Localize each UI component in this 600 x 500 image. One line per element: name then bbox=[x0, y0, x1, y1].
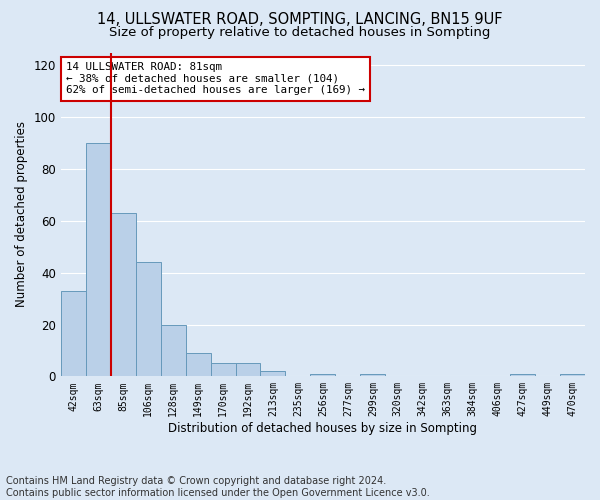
Bar bbox=[236, 364, 260, 376]
Bar bbox=[61, 291, 86, 376]
Bar bbox=[211, 364, 236, 376]
Bar bbox=[510, 374, 535, 376]
Y-axis label: Number of detached properties: Number of detached properties bbox=[15, 122, 28, 308]
Bar bbox=[310, 374, 335, 376]
Bar bbox=[111, 213, 136, 376]
Text: Contains HM Land Registry data © Crown copyright and database right 2024.
Contai: Contains HM Land Registry data © Crown c… bbox=[6, 476, 430, 498]
Text: Size of property relative to detached houses in Sompting: Size of property relative to detached ho… bbox=[109, 26, 491, 39]
Bar bbox=[260, 371, 286, 376]
Bar bbox=[185, 353, 211, 376]
Bar bbox=[361, 374, 385, 376]
Bar bbox=[161, 324, 185, 376]
Bar bbox=[136, 262, 161, 376]
Text: 14, ULLSWATER ROAD, SOMPTING, LANCING, BN15 9UF: 14, ULLSWATER ROAD, SOMPTING, LANCING, B… bbox=[97, 12, 503, 28]
Bar bbox=[560, 374, 585, 376]
Bar bbox=[86, 143, 111, 376]
X-axis label: Distribution of detached houses by size in Sompting: Distribution of detached houses by size … bbox=[169, 422, 478, 435]
Text: 14 ULLSWATER ROAD: 81sqm
← 38% of detached houses are smaller (104)
62% of semi-: 14 ULLSWATER ROAD: 81sqm ← 38% of detach… bbox=[66, 62, 365, 96]
